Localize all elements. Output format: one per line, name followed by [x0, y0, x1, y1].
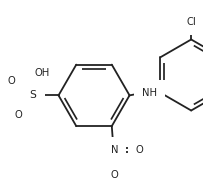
Text: O: O [8, 76, 16, 86]
Text: Cl: Cl [186, 17, 196, 27]
Text: NH: NH [142, 88, 157, 98]
Text: O: O [136, 145, 143, 156]
Text: OH: OH [35, 68, 50, 78]
Text: O: O [110, 170, 118, 180]
Text: O: O [15, 110, 22, 120]
Text: S: S [30, 90, 36, 100]
Text: N: N [111, 145, 118, 156]
